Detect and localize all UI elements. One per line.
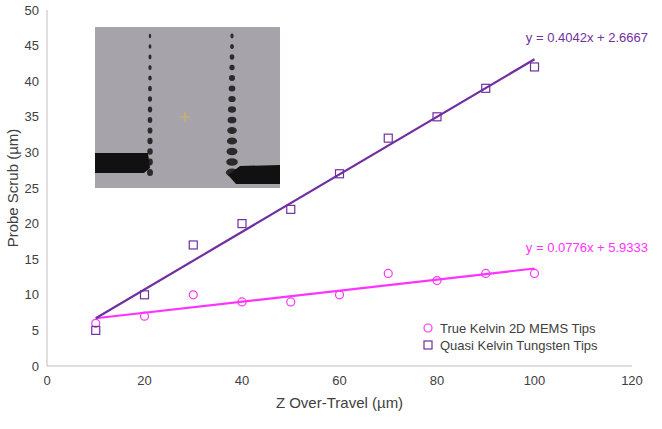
- inset-scrub-mark: [148, 75, 152, 80]
- y-tick-label: 40: [25, 74, 39, 89]
- inset-scrub-mark: [149, 44, 152, 49]
- trend-equation: y = 0.4042x + 2.6667: [526, 30, 648, 45]
- x-axis: [47, 366, 632, 367]
- inset-background: [95, 27, 280, 188]
- trendline: [96, 269, 535, 319]
- data-point: [482, 84, 490, 92]
- y-tick-label: 35: [25, 109, 39, 124]
- inset-scrub-mark: [227, 137, 237, 144]
- x-axis-title: Z Over-Travel (µm): [276, 394, 403, 411]
- data-point: [287, 298, 295, 306]
- data-point: [531, 63, 539, 71]
- legend-label: Quasi Kelvin Tungsten Tips: [440, 338, 598, 353]
- inset-scrub-mark: [148, 127, 153, 133]
- inset-scrub-mark: [148, 96, 152, 102]
- inset-probe: [228, 165, 280, 184]
- data-point: [189, 291, 197, 299]
- y-tick-label: 10: [25, 287, 39, 302]
- y-tick-label: 45: [25, 38, 39, 53]
- data-point: [287, 205, 295, 213]
- y-tick-label: 15: [25, 252, 39, 267]
- y-tick-label: 50: [25, 3, 39, 18]
- inset-scrub-mark: [228, 117, 237, 124]
- y-tick-label: 20: [25, 216, 39, 231]
- data-point: [433, 113, 441, 121]
- inset-scrub-mark: [148, 65, 151, 70]
- y-tick-label: 25: [25, 181, 39, 196]
- inset-scrub-mark: [226, 158, 238, 166]
- x-tick-label: 120: [621, 373, 643, 388]
- data-point: [238, 220, 246, 228]
- inset-scrub-mark: [147, 138, 152, 144]
- x-tick-label: 40: [235, 373, 249, 388]
- inset-scrub-mark: [230, 44, 234, 49]
- inset-scrub-mark: [148, 86, 152, 91]
- chart: 0 20 40 60 80 100 120 0 5 10 15 20 25 30 35 40 45 50 Z Ove…: [0, 0, 662, 429]
- data-point: [336, 291, 344, 299]
- inset-scrub-mark: [228, 106, 236, 112]
- inset-scrub-mark: [229, 86, 236, 92]
- data-point: [141, 312, 149, 320]
- x-tick-label: 80: [430, 373, 444, 388]
- data-point: [531, 269, 539, 277]
- inset-scrub-mark: [149, 34, 151, 38]
- y-tick-label: 0: [32, 359, 39, 374]
- legend-marker: [424, 324, 432, 332]
- inset-scrub-mark: [227, 148, 238, 155]
- inset-scrub-mark: [228, 96, 235, 102]
- inset-scrub-mark: [148, 117, 153, 123]
- x-tick-label: 20: [137, 373, 151, 388]
- x-tick-label: 60: [332, 373, 346, 388]
- inset-crosshair: [180, 112, 190, 122]
- inset-scrub-mark: [230, 54, 235, 59]
- inset-scrub-mark: [227, 127, 237, 134]
- inset-photo: [95, 27, 280, 188]
- x-tick-label: 0: [43, 373, 50, 388]
- data-point: [238, 298, 246, 306]
- trend-equation: y = 0.0776x + 5.9333: [526, 240, 648, 255]
- legend-label: True Kelvin 2D MEMS Tips: [440, 321, 596, 336]
- legend: True Kelvin 2D MEMS Tips Quasi Kelvin Tun…: [424, 321, 598, 353]
- data-point: [141, 291, 149, 299]
- inset-probe: [95, 153, 150, 173]
- inset-scrub-mark: [229, 65, 234, 71]
- inset-scrub-mark: [230, 34, 233, 39]
- inset-scrub-mark: [229, 75, 235, 81]
- data-point: [189, 241, 197, 249]
- data-point: [482, 269, 490, 277]
- y-axis-title: Probe Scrub (µm): [4, 129, 21, 248]
- y-tick-label: 30: [25, 145, 39, 160]
- inset-scrub-mark: [149, 55, 152, 60]
- data-point: [384, 269, 392, 277]
- inset-scrub-mark: [147, 169, 153, 176]
- legend-marker: [424, 341, 432, 349]
- y-tick-label: 5: [32, 323, 39, 338]
- plot-area: [92, 59, 539, 334]
- y-axis: [47, 10, 48, 366]
- trendline: [96, 59, 535, 318]
- inset-scrub-mark: [148, 107, 152, 113]
- x-tick-label: 100: [524, 373, 546, 388]
- data-point: [92, 326, 100, 334]
- data-point: [336, 170, 344, 178]
- data-point: [384, 134, 392, 142]
- data-point: [433, 277, 441, 285]
